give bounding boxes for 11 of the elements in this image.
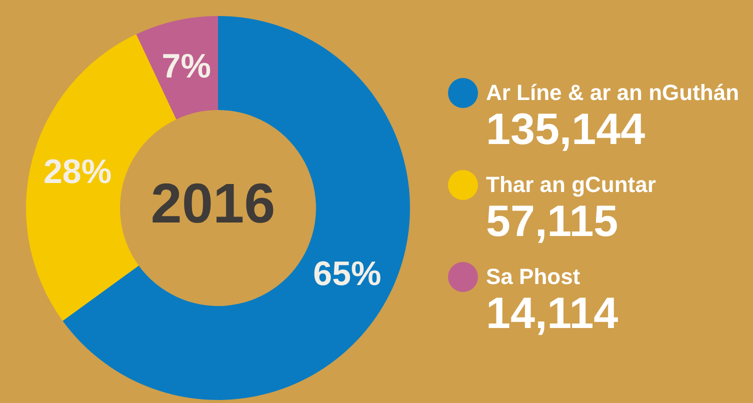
legend-label: Thar an gCuntar bbox=[486, 172, 656, 198]
legend-label: Ar Líne & ar an nGuthán bbox=[486, 80, 740, 106]
text: 2016 bbox=[150, 172, 276, 234]
data-label: 65% bbox=[313, 254, 382, 293]
donut-slice bbox=[136, 16, 218, 120]
text: 14,114 bbox=[486, 289, 620, 338]
data-label: 7% bbox=[162, 47, 211, 86]
data-label: 28% bbox=[44, 152, 112, 191]
text: 135,144 bbox=[486, 105, 646, 154]
legend-label: Sa Phost bbox=[486, 264, 580, 290]
text: 57,115 bbox=[486, 197, 620, 246]
